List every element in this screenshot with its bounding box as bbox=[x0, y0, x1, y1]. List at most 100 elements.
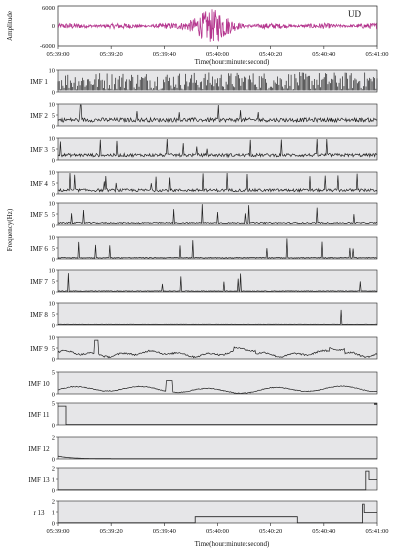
imf-panel: IMF 105 0 bbox=[28, 369, 378, 398]
imf-ytick-label: 10 bbox=[49, 67, 56, 74]
bottom-xtick-label: 05:39:20 bbox=[100, 528, 123, 535]
imf-trace bbox=[58, 470, 377, 491]
bottom-xtick-label: 05:41:00 bbox=[365, 528, 388, 535]
waveform-xticks: 05:39:00 05:39:20 05:39:40 05:40:00 05:40:20… bbox=[46, 46, 389, 58]
imf-ytick-label: 5 bbox=[52, 245, 55, 252]
imf-panel: IMF 110 0 bbox=[30, 67, 378, 96]
waveform-xtick-label: 05:40:40 bbox=[312, 51, 335, 58]
waveform-xtick-label: 05:40:00 bbox=[206, 51, 229, 58]
imf-ytick-label: 0 bbox=[52, 356, 55, 363]
imf-ytick-label: 1 bbox=[52, 509, 55, 516]
imf-ytick-label: 0 bbox=[52, 520, 55, 527]
imf-panel-frame bbox=[57, 500, 378, 524]
imf-panel: IMF 910 5 0 bbox=[30, 334, 378, 363]
imf-panel: IMF 610 5 0 bbox=[30, 234, 378, 263]
frequency-ylabel: Frequency(Hz) bbox=[6, 208, 14, 251]
imf-trace bbox=[57, 204, 378, 225]
imf-ytick-label: 5 bbox=[52, 311, 55, 318]
imf-ytick-label: 10 bbox=[49, 169, 56, 176]
imf-ytick-label: 0 bbox=[52, 222, 55, 229]
imf-ytick-label: 10 bbox=[49, 300, 56, 307]
waveform-panel: UD 6000 0 -6000 Amplitude 05:39:00 05:39:… bbox=[6, 5, 389, 66]
imf-name-label: IMF 7 bbox=[30, 278, 48, 286]
imf-panel-frame bbox=[57, 467, 378, 491]
imf-panel: IMF 210 5 0 bbox=[30, 101, 378, 130]
waveform-xtick-label: 05:39:40 bbox=[153, 51, 176, 58]
waveform-xtick-label: 05:39:20 bbox=[100, 51, 123, 58]
imf-ytick-label: 5 bbox=[52, 278, 55, 285]
imf-ytick-label: 5 bbox=[52, 146, 55, 153]
imf-panel-frame bbox=[57, 436, 378, 460]
bottom-xtick-label: 05:40:20 bbox=[259, 528, 282, 535]
imf-ytick-label: 2 bbox=[52, 498, 55, 505]
imf-name-label: IMF 1 bbox=[30, 78, 48, 86]
imf-ytick-label: 10 bbox=[49, 135, 56, 142]
bottom-xtick-label: 05:40:00 bbox=[206, 528, 229, 535]
imf-panel: IMF 710 5 0 bbox=[30, 267, 378, 296]
imf-panel: IMF 115 0 bbox=[29, 400, 378, 429]
imf-ytick-label: 0 bbox=[52, 157, 55, 164]
imf-ytick-label: 5 bbox=[52, 345, 55, 352]
imf-trace bbox=[57, 104, 378, 124]
imf-ytick-label: 0 bbox=[52, 391, 55, 398]
imf-ytick-label: 5 bbox=[52, 211, 55, 218]
imf-ytick-label: 10 bbox=[49, 334, 56, 341]
imf-name-label: IMF 6 bbox=[30, 245, 48, 253]
imf-name-label: r 13 bbox=[33, 509, 45, 517]
imf-panel: IMF 810 5 0 bbox=[30, 300, 378, 329]
bottom-xtick-label: 05:39:00 bbox=[46, 528, 69, 535]
waveform-xtick-label: 05:41:00 bbox=[365, 51, 388, 58]
imf-panel: IMF 310 5 0 bbox=[30, 135, 378, 164]
waveform-ytick-zero: 0 bbox=[52, 23, 55, 30]
imf-name-label: IMF 13 bbox=[28, 476, 50, 484]
imf-panel: IMF 122 0 bbox=[28, 434, 378, 463]
component-badge: UD bbox=[348, 9, 361, 19]
imf-ytick-label: 10 bbox=[49, 234, 56, 241]
waveform-ylabel: Amplitude bbox=[6, 11, 14, 41]
imf-trace bbox=[58, 503, 377, 524]
imf-name-label: IMF 10 bbox=[28, 380, 50, 388]
imf-trace bbox=[57, 273, 378, 292]
waveform-trace bbox=[57, 9, 377, 43]
waveform-xtick-label: 05:40:20 bbox=[259, 51, 282, 58]
imf-panel: IMF 132 1 0 bbox=[28, 465, 378, 494]
imf-name-label: IMF 5 bbox=[30, 211, 48, 219]
imf-panel-frame bbox=[57, 302, 378, 326]
imf-ytick-label: 0 bbox=[52, 487, 55, 494]
imf-panel: r 13 2 1 0 bbox=[33, 498, 378, 527]
imf-trace bbox=[57, 455, 377, 460]
waveform-xtick-label: 05:39:00 bbox=[46, 51, 69, 58]
imf-panel: IMF 410 5 0 bbox=[30, 169, 378, 198]
imf-ytick-label: 5 bbox=[52, 400, 55, 407]
imf-trace bbox=[57, 309, 378, 325]
imf-ytick-label: 10 bbox=[49, 200, 56, 207]
imf-name-label: IMF 9 bbox=[30, 345, 48, 353]
imf-name-label: IMF 2 bbox=[30, 112, 48, 120]
imf-ytick-label: 5 bbox=[52, 180, 55, 187]
imf-ytick-label: 5 bbox=[52, 112, 55, 119]
imf-ytick-label: 2 bbox=[52, 434, 55, 441]
imf-name-label: IMF 8 bbox=[30, 311, 48, 319]
imf-panel-frame bbox=[57, 269, 378, 293]
imf-ytick-label: 10 bbox=[49, 101, 56, 108]
waveform-ytick-min: -6000 bbox=[40, 43, 55, 50]
imf-trace bbox=[57, 172, 378, 193]
imf-panel: IMF 510 5 0 bbox=[30, 200, 378, 229]
imf-name-label: IMF 11 bbox=[29, 411, 50, 419]
bottom-xtick-label: 05:40:40 bbox=[312, 528, 335, 535]
imf-trace bbox=[57, 339, 378, 359]
imf-ytick-label: 0 bbox=[52, 456, 55, 463]
bottom-xtick-label: 05:39:40 bbox=[153, 528, 176, 535]
imf-name-label: IMF 12 bbox=[28, 445, 50, 453]
imf-trace bbox=[57, 380, 378, 394]
imf-ytick-label: 0 bbox=[52, 422, 55, 429]
bottom-xlabel: Time(hour:minute:second) bbox=[195, 540, 270, 548]
imf-ytick-label: 0 bbox=[52, 322, 55, 329]
imf-trace bbox=[58, 405, 377, 426]
waveform-xlabel: Time(hour:minute:second) bbox=[195, 58, 270, 66]
imf-ytick-label: 2 bbox=[52, 465, 55, 472]
imf-ytick-label: 0 bbox=[52, 191, 55, 198]
imf-ytick-label: 5 bbox=[52, 369, 55, 376]
